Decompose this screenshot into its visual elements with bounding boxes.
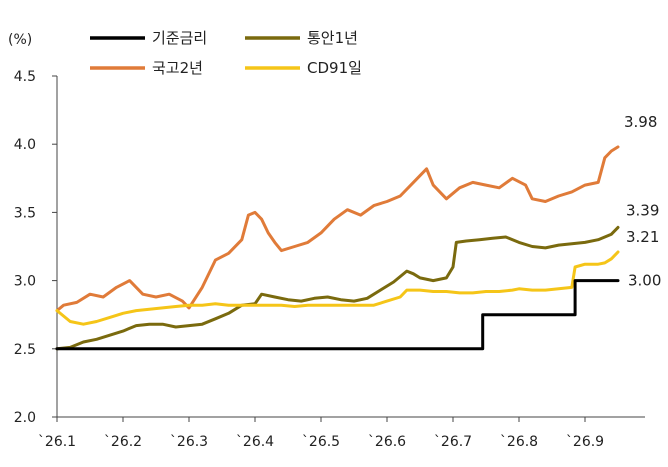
y-tick-label: 4.0 <box>14 137 36 153</box>
series-line-1 <box>55 225 620 351</box>
legend-label-1: 통안1년 <box>307 29 358 47</box>
chart-axes <box>56 76 645 418</box>
legend-label-0: 기준금리 <box>152 29 207 47</box>
y-tick-label: 3.0 <box>14 274 36 290</box>
y-tick-label: 3.5 <box>14 205 36 221</box>
x-tick-label: `26.4 <box>236 434 274 450</box>
series-line-2 <box>55 145 620 313</box>
x-axis-ticks: `26.1 `26.2 `26.3 `26.4 `26.5 `26.6 `26.7 `26.8… <box>38 417 604 450</box>
end-label-0: 3.00 <box>628 272 661 290</box>
end-label-1: 3.39 <box>626 201 659 219</box>
x-tick-label: `26.1 <box>38 434 76 450</box>
y-tick-label: 2.0 <box>14 410 36 426</box>
x-tick-label: `26.3 <box>170 434 208 450</box>
legend-label-2: 국고2년 <box>152 59 203 77</box>
x-tick-label: `26.5 <box>302 434 340 450</box>
x-tick-label: `26.6 <box>368 434 406 450</box>
y-tick-label: 4.5 <box>14 69 36 85</box>
y-unit-label: (%) <box>8 32 32 48</box>
end-label-2: 3.98 <box>624 113 657 131</box>
x-tick-label: `26.2 <box>104 434 142 450</box>
series-line-3 <box>55 250 620 326</box>
x-tick-label: `26.8 <box>500 434 538 450</box>
end-label-3: 3.21 <box>626 228 659 246</box>
series-end-labels: 3.00 3.39 3.98 3.21 <box>624 113 661 290</box>
x-tick-label: `26.7 <box>434 434 472 450</box>
series-line-0 <box>55 279 620 351</box>
x-tick-label: `26.9 <box>566 434 604 450</box>
legend-label-3: CD91일 <box>307 59 362 77</box>
y-axis-ticks: 4.5 4.0 3.5 3.0 2.5 2.0 <box>14 69 57 426</box>
series-lines <box>55 145 620 351</box>
y-tick-label: 2.5 <box>14 342 36 358</box>
